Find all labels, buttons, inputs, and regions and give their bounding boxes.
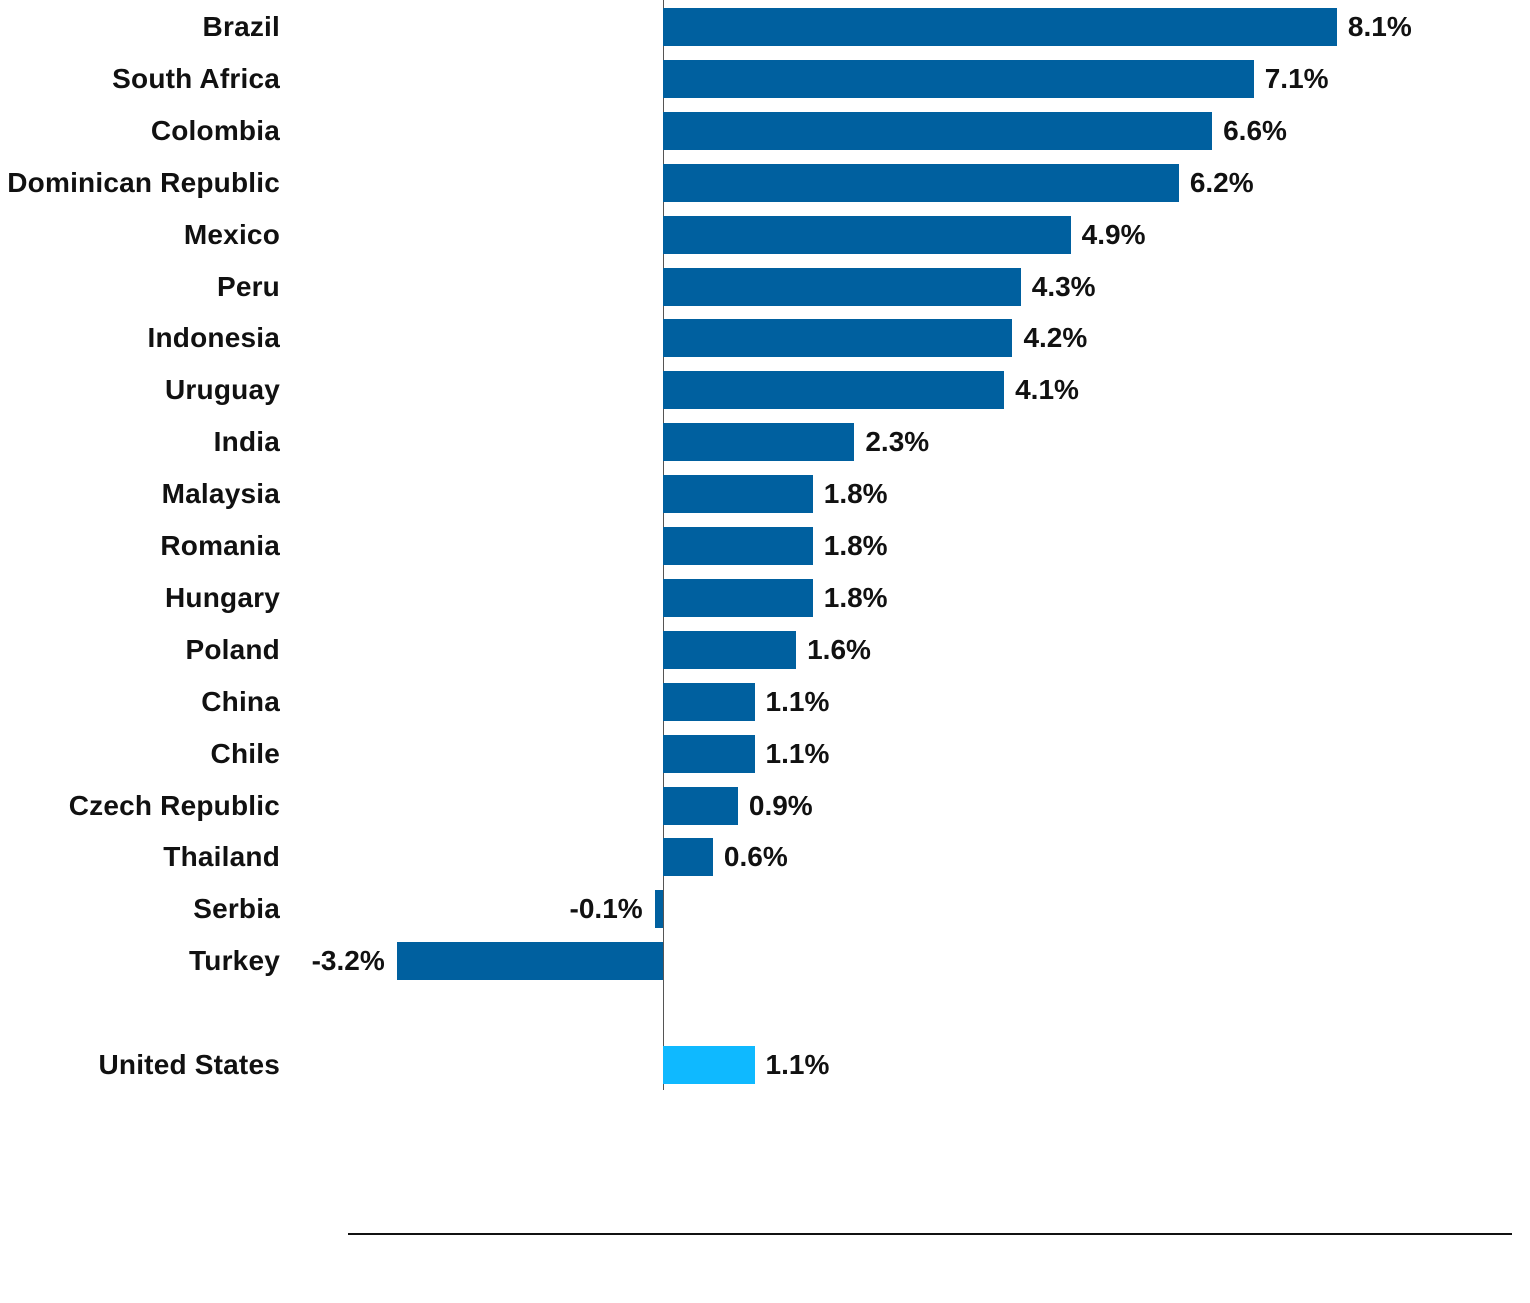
category-label: Romania	[160, 530, 280, 561]
value-label: 1.6%	[807, 633, 871, 665]
bar	[663, 578, 813, 617]
bar	[663, 786, 738, 825]
bar	[663, 734, 755, 773]
category-label: Serbia	[193, 893, 280, 925]
category-label: Thailand	[163, 841, 280, 873]
bar	[663, 838, 713, 877]
bar-row: China 1.1%	[0, 682, 1530, 721]
value-label: 1.8%	[823, 478, 888, 510]
bar-row: Mexico 4.9%	[0, 215, 1530, 254]
bar	[663, 163, 1179, 202]
category-label: Chile	[210, 737, 280, 769]
bar-row: Brazil 8.1%	[0, 8, 1530, 46]
value-label: -0.1%	[569, 893, 643, 925]
value-label: 6.6%	[1223, 114, 1287, 146]
category-label: Malaysia	[161, 478, 280, 510]
bar-row: Turkey -3.2%	[0, 942, 1530, 981]
category-label: India	[213, 426, 280, 458]
value-label: 0.9%	[748, 789, 813, 821]
value-label: 6.2%	[1189, 166, 1254, 198]
bar-row: Chile 1.1%	[0, 734, 1530, 773]
bar	[663, 215, 1071, 254]
value-label: 4.2%	[1023, 322, 1088, 354]
category-label: Turkey	[189, 945, 280, 977]
category-label: Hungary	[165, 581, 280, 613]
value-label: 1.1%	[765, 685, 830, 717]
bar	[663, 527, 813, 565]
bar	[663, 682, 755, 721]
category-label: Colombia	[150, 114, 280, 146]
bar	[654, 890, 663, 929]
category-label: Brazil	[202, 11, 280, 42]
bar-row: Colombia 6.6%	[0, 111, 1530, 150]
value-label: 8.1%	[1347, 11, 1412, 42]
bar-row: Poland 1.6%	[0, 630, 1530, 669]
bar	[396, 942, 663, 981]
bar	[663, 371, 1005, 410]
bar	[663, 630, 797, 669]
value-label: 1.8%	[823, 581, 888, 613]
bar-row: South Africa 7.1%	[0, 59, 1530, 98]
bar-row: Romania 1.8%	[0, 527, 1530, 565]
bar-highlight	[663, 1046, 755, 1084]
value-label: 4.9%	[1081, 218, 1146, 250]
bar	[663, 267, 1021, 306]
bar-row: Peru 4.3%	[0, 267, 1530, 306]
bar-row: India 2.3%	[0, 423, 1530, 462]
bar-row: Serbia -0.1%	[0, 890, 1530, 929]
category-label: Czech Republic	[68, 789, 280, 821]
value-label: -3.2%	[311, 945, 385, 977]
category-label: South Africa	[112, 62, 280, 94]
category-label: Peru	[216, 270, 280, 302]
value-label: 1.8%	[823, 530, 888, 561]
value-label: 7.1%	[1264, 62, 1329, 94]
value-label: 1.1%	[765, 737, 830, 769]
bar-row: Malaysia 1.8%	[0, 475, 1530, 514]
value-label: 4.3%	[1031, 270, 1096, 302]
category-label: Dominican Republic	[7, 166, 280, 198]
category-label: Indonesia	[147, 322, 280, 354]
category-label: Poland	[185, 633, 280, 665]
value-label: 2.3%	[865, 426, 930, 458]
bar	[663, 59, 1254, 98]
value-label: 0.6%	[723, 841, 788, 873]
category-label: Uruguay	[165, 374, 280, 406]
bar-row: Thailand 0.6%	[0, 838, 1530, 877]
bar	[663, 8, 1337, 46]
bar-row: Uruguay 4.1%	[0, 371, 1530, 410]
category-label: China	[201, 685, 280, 717]
bar	[663, 319, 1013, 358]
bottom-rule	[348, 1233, 1512, 1235]
value-label: 1.1%	[765, 1049, 830, 1080]
bar-row: Hungary 1.8%	[0, 578, 1530, 617]
bar-row: United States 1.1%	[0, 1046, 1530, 1084]
bar	[663, 111, 1213, 150]
bar-row: Dominican Republic 6.2%	[0, 163, 1530, 202]
bar-row: Czech Republic 0.9%	[0, 786, 1530, 825]
category-label: Mexico	[183, 218, 280, 250]
bar	[663, 423, 855, 462]
bar-row: Indonesia 4.2%	[0, 319, 1530, 358]
category-label: United States	[98, 1049, 280, 1080]
bar	[663, 475, 813, 514]
value-label: 4.1%	[1015, 374, 1079, 406]
